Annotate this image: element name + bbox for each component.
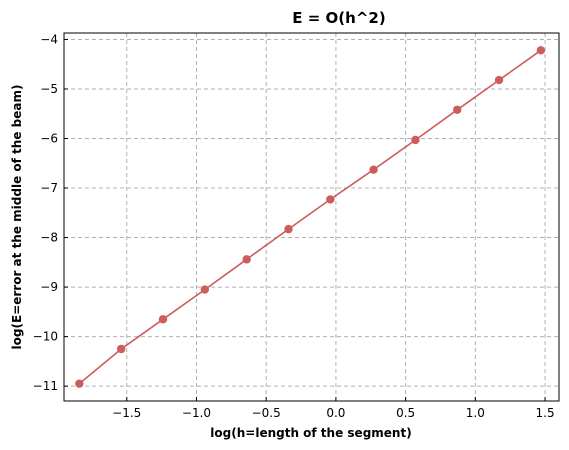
x-tick-label: −0.5: [252, 406, 281, 420]
y-tick-label: −6: [40, 131, 58, 145]
series-line: [78, 49, 542, 385]
data-point: [369, 165, 378, 174]
y-axis-label: log(E=error at the middle of the beam): [10, 85, 24, 350]
data-point: [284, 224, 293, 234]
y-tick-label: −10: [33, 330, 58, 344]
data-point: [200, 285, 210, 294]
y-tick-label: −7: [40, 181, 58, 195]
x-tick-label: −1.0: [182, 406, 211, 420]
data-point: [242, 255, 251, 264]
y-tick-label: −4: [40, 32, 58, 46]
x-axis-ticks: −1.5 −1.0 −0.5 0.0 0.5 1.0 1.5: [112, 397, 555, 420]
y-tick-label: −9: [40, 280, 58, 294]
y-tick-label: −11: [33, 379, 58, 393]
x-tick-label: 0.0: [326, 406, 345, 420]
grid: [64, 33, 559, 401]
data-point: [494, 75, 504, 85]
data-point: [158, 315, 168, 324]
data-point: [75, 379, 84, 388]
data-point: [326, 195, 335, 204]
y-tick-label: −5: [40, 82, 58, 96]
x-tick-label: −1.5: [112, 406, 141, 420]
x-tick-label: 1.5: [536, 406, 555, 420]
data-point: [116, 344, 126, 354]
x-tick-label: 0.5: [396, 406, 415, 420]
plot-series: [75, 46, 546, 388]
y-axis-ticks: −11 −10 −9 −8 −7 −6 −5 −4: [33, 32, 68, 393]
x-axis-label: log(h=length of the segment): [210, 426, 411, 440]
y-tick-label: −8: [40, 231, 58, 245]
data-point: [411, 135, 420, 145]
data-point: [536, 46, 546, 55]
plot-frame: [63, 32, 560, 402]
data-point: [453, 105, 462, 114]
x-tick-label: 1.0: [466, 406, 485, 420]
chart-title: E = O(h^2): [292, 9, 385, 27]
